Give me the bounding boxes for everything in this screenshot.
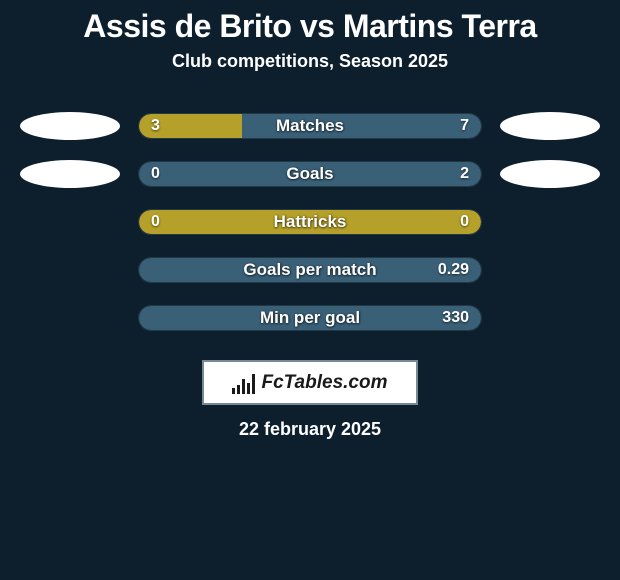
avatar-spacer [20,256,120,284]
stat-value-right: 330 [442,309,469,327]
stat-row: 0.29 Goals per match [0,256,620,284]
logo-box: FcTables.com [202,360,418,405]
stat-row: 0 0 Hattricks [0,208,620,236]
avatar-spacer [500,256,600,284]
stat-label: Hattricks [274,212,347,232]
stat-label: Matches [276,116,344,136]
stat-label: Goals per match [243,260,376,280]
date-label: 22 february 2025 [0,419,620,440]
logo-bar-segment [247,383,250,394]
stat-row: 330 Min per goal [0,304,620,332]
stat-label: Goals [286,164,333,184]
player-left-avatar [20,160,120,188]
page-title: Assis de Brito vs Martins Terra [0,8,620,45]
logo-bars-icon [232,372,255,394]
logo-bar-segment [237,385,240,394]
stat-value-right: 0 [460,213,469,231]
avatar-spacer [500,208,600,236]
stat-row: 0 2 Goals [0,160,620,188]
logo-bar-segment [232,388,235,394]
stat-label: Min per goal [260,308,360,328]
avatar-spacer [500,304,600,332]
logo-text: FcTables.com [261,372,387,394]
stat-rows: 3 7 Matches 0 2 Goals 0 0 Hattricks 0.29 Goals per… [0,112,620,332]
avatar-spacer [20,304,120,332]
subtitle: Club competitions, Season 2025 [0,51,620,72]
stat-bar: 0 0 Hattricks [138,209,482,235]
stat-row: 3 7 Matches [0,112,620,140]
comparison-infographic: Assis de Brito vs Martins Terra Club com… [0,0,620,440]
stat-value-right: 0.29 [438,261,469,279]
stat-bar: 330 Min per goal [138,305,482,331]
stat-bar: 0.29 Goals per match [138,257,482,283]
stat-value-left: 0 [151,213,160,231]
stat-bar: 3 7 Matches [138,113,482,139]
logo-bar-segment [252,374,255,394]
player-left-avatar [20,112,120,140]
stat-value-left: 3 [151,117,160,135]
avatar-spacer [20,208,120,236]
logo-bar-segment [242,379,245,394]
stat-bar: 0 2 Goals [138,161,482,187]
player-right-avatar [500,160,600,188]
stat-value-right: 7 [460,117,469,135]
stat-value-left: 0 [151,165,160,183]
player-right-avatar [500,112,600,140]
stat-value-right: 2 [460,165,469,183]
